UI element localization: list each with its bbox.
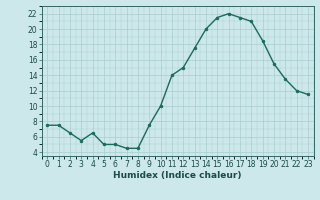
X-axis label: Humidex (Indice chaleur): Humidex (Indice chaleur) (113, 171, 242, 180)
